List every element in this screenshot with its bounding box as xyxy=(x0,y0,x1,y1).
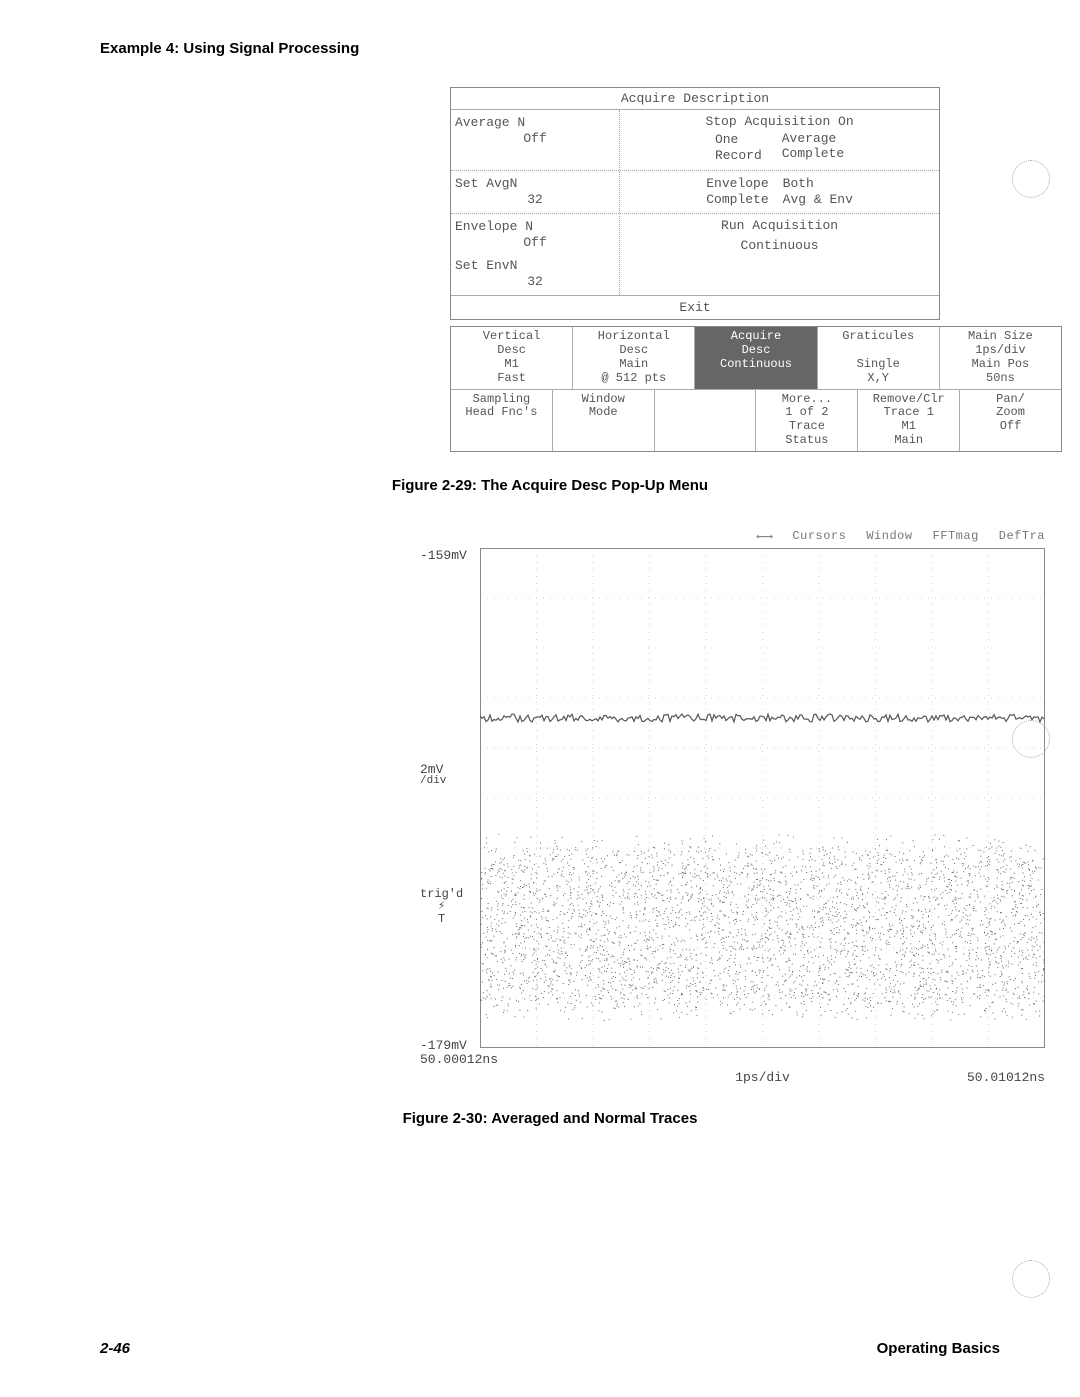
stop-acq-title: Stop Acquisition On xyxy=(624,114,935,129)
menu-cell[interactable]: More...1 of 2TraceStatus xyxy=(756,390,858,451)
run-acq-title: Run Acquisition xyxy=(624,218,935,233)
both-label: Both xyxy=(783,177,853,191)
figure-2-29-caption: Figure 2-29: The Acquire Desc Pop-Up Men… xyxy=(100,477,1000,494)
set-avgn-label: Set AvgN xyxy=(455,177,615,191)
exit-button[interactable]: Exit xyxy=(451,295,939,319)
x-mid-label: 1ps/div xyxy=(735,1070,790,1085)
set-envn-label: Set EnvN xyxy=(455,259,615,273)
page-number: 2-46 xyxy=(100,1340,130,1357)
scope-menu-item[interactable]: FFTmag xyxy=(933,529,979,544)
page-footer: 2-46 Operating Basics xyxy=(100,1340,1000,1357)
envn-val: Off xyxy=(455,236,615,250)
punch-hole xyxy=(1012,720,1050,758)
env-label: Envelope xyxy=(706,177,768,191)
menu-cell[interactable]: SamplingHead Fnc's xyxy=(451,390,553,451)
menu-cell[interactable]: VerticalDescM1Fast xyxy=(451,327,573,388)
punch-hole xyxy=(1012,1260,1050,1298)
y-top-label: -159mV xyxy=(420,548,467,563)
avg-n-val: Off xyxy=(455,132,615,146)
menu-cell[interactable]: Main Size1ps/divMain Pos50ns xyxy=(940,327,1061,388)
menu-cell[interactable]: Graticules SingleX,Y xyxy=(818,327,940,388)
section-name: Operating Basics xyxy=(877,1340,1000,1357)
punch-hole xyxy=(1012,160,1050,198)
envn-label: Envelope N xyxy=(455,220,615,234)
scope-menu-item[interactable]: Cursors xyxy=(792,529,846,544)
scope-menu-item[interactable]: Window xyxy=(866,529,912,544)
bottom-menu: VerticalDescM1FastHorizontalDescMain@ 51… xyxy=(450,326,1062,451)
y-scale-label: 2mV /div xyxy=(420,763,446,788)
acquire-title: Acquire Description xyxy=(451,88,939,110)
one-record-2: Record xyxy=(715,149,762,163)
menu-cell[interactable]: Remove/ClrTrace 1M1Main xyxy=(858,390,960,451)
scope-svg xyxy=(480,548,1045,1048)
menu-cell[interactable]: AcquireDescContinuous xyxy=(695,327,817,388)
set-envn-val: 32 xyxy=(455,275,615,289)
y-scale-bot: /div xyxy=(420,776,446,788)
x-left-at-left: 50.00012ns xyxy=(420,1053,498,1067)
scope-top-menu: ⟵⟶ Cursors Window FFTmag DefTra xyxy=(420,529,1045,544)
scope-menu-item[interactable]: DefTra xyxy=(999,529,1045,544)
menu-cell[interactable]: WindowMode xyxy=(553,390,655,451)
menu-cell[interactable] xyxy=(655,390,757,451)
one-record-1: One xyxy=(715,133,762,147)
scope-menu-item[interactable]: ⟵⟶ xyxy=(757,529,772,544)
y-scale-top: 2mV xyxy=(420,763,446,777)
trigd-t: T xyxy=(420,913,463,926)
avg-complete: Average Complete xyxy=(782,131,844,166)
figure-2-30: ⟵⟶CursorsWindowFFTmagDefTra -159mV 2mV /… xyxy=(100,529,1000,1085)
figure-2-30-caption: Figure 2-30: Averaged and Normal Traces xyxy=(100,1110,1000,1127)
continuous-opt: Continuous xyxy=(624,235,935,257)
x-right-label: 50.01012ns xyxy=(967,1070,1045,1085)
avg-env-label: Avg & Env xyxy=(783,193,853,207)
menu-cell[interactable]: Pan/ZoomOff xyxy=(960,390,1061,451)
env-complete: Complete xyxy=(706,193,768,207)
page-header: Example 4: Using Signal Processing xyxy=(100,40,1000,57)
trigd-label: trig'd ⚡ T xyxy=(420,888,463,926)
figure-2-29: Acquire Description Average N Off Stop A… xyxy=(100,87,1000,452)
avg-n-label: Average N xyxy=(455,116,615,130)
menu-cell[interactable]: HorizontalDescMain@ 512 pts xyxy=(573,327,695,388)
set-avgn-val: 32 xyxy=(455,193,615,207)
